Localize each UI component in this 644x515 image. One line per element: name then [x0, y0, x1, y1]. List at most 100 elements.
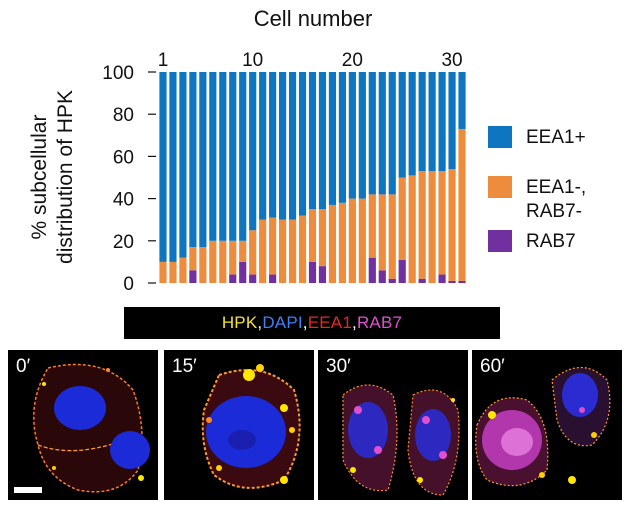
bar-segment-rab7 [388, 278, 396, 283]
micrograph-panel-30min: 30′ [318, 350, 468, 500]
bar-segment-eea1-rab7 [408, 175, 416, 283]
panel-label-0min: 0′ [16, 356, 31, 377]
legend-swatch [488, 126, 512, 148]
bar-segment-eea1-rab7 [318, 209, 327, 267]
bar-segment-eea1-rab7 [458, 128, 466, 281]
bar-segment-rab7 [229, 274, 237, 283]
legend-label: EEA1-, [526, 177, 586, 198]
bar-segment-eea1 [428, 72, 436, 172]
legend-label: RAB7 [526, 231, 576, 252]
bar-segment-eea1-rab7 [368, 194, 376, 258]
micrograph-30min-image [342, 384, 460, 496]
bar-segment-eea1-rab7 [358, 198, 366, 283]
legend-label: EEA1+ [526, 127, 586, 148]
top-tick-label: 1 [158, 50, 169, 71]
y-tick-label: 60 [113, 147, 134, 168]
bar-segment-eea1-rab7 [269, 217, 277, 275]
micrograph-60min-image [475, 367, 611, 487]
y-axis-label-line: % subcellular [28, 115, 51, 240]
panel-label-60min: 60′ [480, 356, 505, 377]
bar-segment-eea1-rab7 [338, 202, 346, 283]
bar-segment-eea1-rab7 [418, 171, 426, 279]
bar-segment-eea1 [358, 72, 366, 199]
bar-segment-eea1 [239, 72, 247, 241]
bar-segment-eea1 [338, 72, 346, 203]
bar-segment-eea1-rab7 [239, 240, 247, 262]
bar-segment-eea1-rab7 [298, 215, 307, 283]
bar-segment-rab7 [368, 257, 376, 283]
bar-segment-eea1 [398, 72, 406, 178]
bar-segment-eea1-rab7 [199, 247, 207, 283]
micrograph-panel-0min: 0′ [8, 350, 158, 500]
bar-segment-eea1-rab7 [159, 261, 167, 283]
legend-swatch [488, 230, 512, 252]
bar-segment-eea1 [378, 72, 386, 195]
bar-segment-eea1-rab7 [438, 171, 446, 275]
bar-segment-eea1 [308, 72, 317, 210]
bar-segment-eea1-rab7 [448, 169, 456, 281]
y-axis-label-line: distribution of HPK [54, 90, 77, 264]
bar-segment-rab7 [438, 274, 446, 283]
y-tick-label: 100 [102, 63, 134, 84]
micrograph-panel-15min: 15′ [164, 350, 314, 500]
stain-separator: , [302, 313, 308, 332]
bar-segment-eea1-rab7 [428, 171, 436, 283]
bar-segment-eea1 [438, 72, 446, 172]
bar-segment-eea1-rab7 [169, 261, 177, 283]
panel-label-30min: 30′ [326, 356, 351, 377]
y-tick-label: 20 [113, 232, 134, 253]
micrograph-panel-60min: 60′ [472, 350, 622, 500]
micrograph-15min-image [201, 364, 301, 489]
bar-segment-eea1 [189, 72, 197, 248]
legend-swatch [488, 176, 512, 198]
bar-segment-eea1-rab7 [219, 240, 227, 283]
bar-segment-rab7 [249, 274, 257, 283]
stain-color-legend: HPK, DAPI, EEA1, RAB7 [124, 307, 500, 339]
y-tick-label: 80 [113, 105, 134, 126]
bar-segment-eea1-rab7 [398, 177, 406, 260]
bar-segment-eea1 [249, 72, 257, 231]
bar-segment-eea1 [388, 72, 396, 195]
bar-segment-eea1 [328, 72, 337, 205]
bar-segment-eea1-rab7 [348, 198, 356, 283]
micrograph-0min-image [14, 363, 150, 493]
stain-separator: , [257, 313, 263, 332]
bar-segment-eea1 [288, 72, 297, 220]
stain-hpk: HPK [221, 313, 258, 332]
bar-segment-rab7 [378, 270, 386, 283]
bar-segment-rab7 [458, 280, 466, 283]
y-axis-label: % subcellular distribution of HPK [28, 90, 77, 264]
bar-segment-eea1-rab7 [288, 219, 297, 283]
bar-segment-eea1-rab7 [378, 194, 386, 271]
scale-bar [14, 487, 42, 493]
bar-segment-eea1-rab7 [279, 219, 287, 283]
top-tick-label: 20 [342, 50, 363, 71]
y-tick-label: 40 [113, 190, 134, 211]
chart-title: Cell number [254, 6, 373, 31]
bar-segment-eea1 [298, 72, 307, 216]
bar-segment-rab7 [448, 280, 456, 283]
bar-segment-eea1-rab7 [259, 219, 267, 283]
bar-segment-eea1-rab7 [308, 209, 317, 262]
bar-segment-eea1 [219, 72, 227, 241]
bar-segment-rab7 [269, 274, 277, 283]
stacked-bar-chart: Cell number % subcellular distribution of … [28, 6, 586, 295]
stain-separator: , [352, 313, 357, 332]
bar-segment-eea1 [269, 72, 277, 218]
bar-segment-eea1 [458, 72, 466, 129]
bar-segment-eea1-rab7 [179, 257, 187, 283]
bar-segment-eea1-rab7 [328, 204, 337, 283]
bar-segment-rab7 [239, 261, 247, 283]
bar-segment-rab7 [418, 278, 426, 283]
legend-label: RAB7- [526, 201, 582, 222]
bar-segment-eea1 [229, 72, 237, 241]
top-tick-label: 10 [242, 50, 263, 71]
bar-segment-eea1 [418, 72, 426, 172]
bar-segment-eea1 [169, 72, 177, 262]
bar-segment-eea1 [448, 72, 456, 170]
stain-dapi: DAPI [262, 313, 303, 332]
bar-segment-rab7 [308, 261, 317, 283]
bar-segment-eea1 [279, 72, 287, 220]
bar-segment-eea1 [348, 72, 356, 199]
bar-segment-eea1-rab7 [209, 240, 217, 283]
